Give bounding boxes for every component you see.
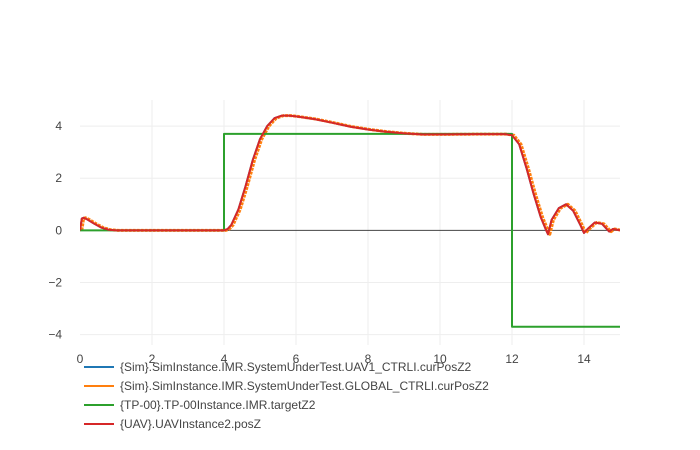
- legend-label: {UAV}.UAVInstance2.posZ: [120, 416, 261, 431]
- legend-item-targetz2[interactable]: {TP-00}.TP-00Instance.IMR.targetZ2: [84, 395, 489, 414]
- legend-label: {Sim}.SimInstance.IMR.SystemUnderTest.UA…: [120, 359, 472, 374]
- legend-label: {TP-00}.TP-00Instance.IMR.targetZ2: [120, 397, 316, 412]
- x-tick-label: 0: [77, 352, 84, 366]
- y-tick-label: 0: [55, 223, 62, 237]
- y-tick-label: −2: [48, 275, 62, 289]
- x-tick-label: 8: [365, 352, 372, 366]
- x-tick-label: 10: [433, 352, 447, 366]
- x-tick-label: 14: [577, 352, 591, 366]
- x-tick-label: 6: [293, 352, 300, 366]
- series-line-uav-posz: [80, 114, 620, 236]
- x-tick-label: 4: [221, 352, 228, 366]
- legend-item-uav-posz[interactable]: {UAV}.UAVInstance2.posZ: [84, 414, 489, 433]
- x-tick-label: 2: [149, 352, 156, 366]
- legend-swatch-green: [84, 403, 114, 406]
- y-tick-label: 2: [55, 171, 62, 185]
- y-tick-label: 4: [55, 119, 62, 133]
- legend-swatch-orange: [84, 384, 114, 387]
- legend-swatch-red: [84, 422, 114, 425]
- legend-swatch-blue: [84, 365, 114, 368]
- legend-item-uav1-curposz2[interactable]: {Sim}.SimInstance.IMR.SystemUnderTest.UA…: [84, 357, 489, 376]
- y-tick-label: −4: [48, 328, 62, 342]
- chart-legend: {Sim}.SimInstance.IMR.SystemUnderTest.UA…: [84, 357, 489, 433]
- legend-label: {Sim}.SimInstance.IMR.SystemUnderTest.GL…: [120, 378, 489, 393]
- x-tick-label: 12: [505, 352, 519, 366]
- series-line-global-curposz2: [80, 114, 620, 236]
- legend-item-global-curposz2[interactable]: {Sim}.SimInstance.IMR.SystemUnderTest.GL…: [84, 376, 489, 395]
